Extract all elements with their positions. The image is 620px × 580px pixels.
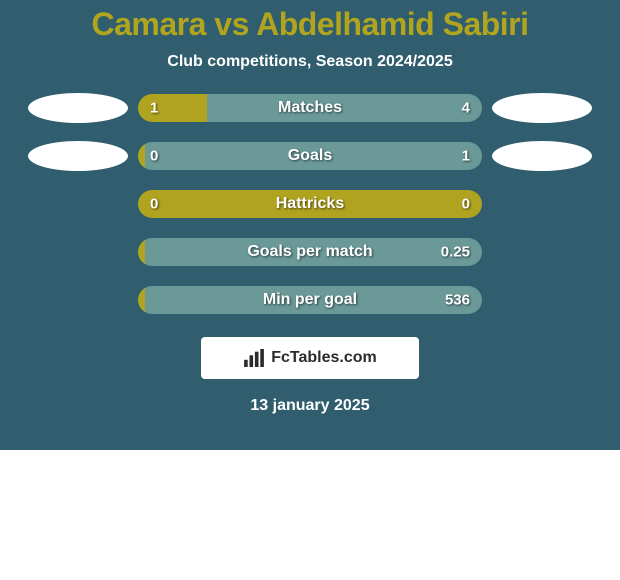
spacer [492, 237, 592, 267]
player-right-oval [492, 141, 592, 171]
stat-bar: Hattricks00 [138, 190, 482, 218]
stat-value-right: 0.25 [441, 244, 470, 261]
stat-value-left: 1 [150, 100, 158, 117]
stat-bar: Goals01 [138, 142, 482, 170]
brand-text: FcTables.com [271, 349, 377, 367]
stat-value-right: 0 [462, 196, 470, 213]
stat-bar: Goals per match0.25 [138, 238, 482, 266]
stat-bar-left-fill [138, 94, 207, 122]
stat-bar-left-fill [138, 142, 145, 170]
player-left-oval [28, 141, 128, 171]
stat-bar: Min per goal536 [138, 286, 482, 314]
comparison-row: Hattricks00 [0, 189, 620, 219]
comparison-row: Goals per match0.25 [0, 237, 620, 267]
stat-bar-right-fill [207, 94, 482, 122]
stat-bar-right-fill [145, 238, 482, 266]
stat-value-right: 4 [462, 100, 470, 117]
date-text: 13 january 2025 [0, 397, 620, 415]
stat-bar-left-fill [138, 190, 482, 218]
stat-value-left: 0 [150, 196, 158, 213]
spacer [492, 189, 592, 219]
stat-bar-right-fill [145, 142, 482, 170]
comparison-row: Min per goal536 [0, 285, 620, 315]
stat-value-right: 1 [462, 148, 470, 165]
spacer [28, 237, 128, 267]
brand-badge[interactable]: FcTables.com [201, 337, 419, 379]
subtitle: Club competitions, Season 2024/2025 [0, 53, 620, 71]
player-left-oval [28, 93, 128, 123]
stat-bar-left-fill [138, 286, 145, 314]
comparison-rows: Matches14Goals01Hattricks00Goals per mat… [0, 93, 620, 315]
spacer [492, 285, 592, 315]
player-right-oval [492, 93, 592, 123]
stat-bar-right-fill [145, 286, 482, 314]
stat-value-right: 536 [445, 292, 470, 309]
comparison-row: Goals01 [0, 141, 620, 171]
stat-value-left: 0 [150, 148, 158, 165]
spacer [28, 189, 128, 219]
stat-bar: Matches14 [138, 94, 482, 122]
stat-bar-left-fill [138, 238, 145, 266]
spacer [28, 285, 128, 315]
comparison-row: Matches14 [0, 93, 620, 123]
page-title: Camara vs Abdelhamid Sabiri [0, 6, 620, 43]
comparison-card: Camara vs Abdelhamid Sabiri Club competi… [0, 0, 620, 450]
bars-icon [243, 349, 265, 367]
